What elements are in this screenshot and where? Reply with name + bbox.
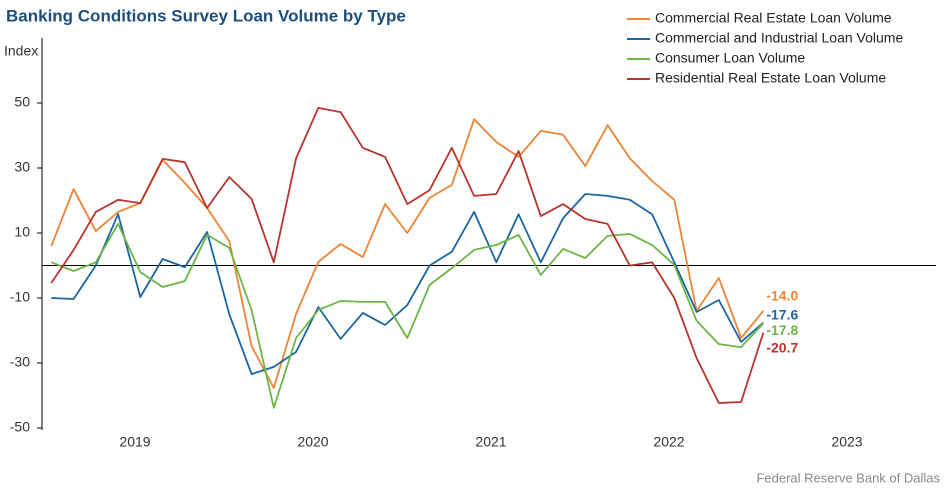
y-tick-label: -10 <box>10 289 30 305</box>
x-tick-label: 2023 <box>831 434 862 450</box>
value-label: -17.8 <box>766 322 798 338</box>
x-tick-label: 2022 <box>653 434 684 450</box>
y-axis-label: Index <box>4 43 38 59</box>
y-tick-label: 10 <box>14 224 30 240</box>
value-label: -20.7 <box>766 339 798 355</box>
chart-title: Banking Conditions Survey Loan Volume by… <box>6 6 406 25</box>
series-line <box>51 193 764 375</box>
y-tick-label: 50 <box>14 94 30 110</box>
y-tick-label: -50 <box>10 419 30 435</box>
series-line <box>50 118 764 389</box>
x-tick-label: 2019 <box>119 434 150 450</box>
x-tick-label: 2020 <box>297 434 328 450</box>
value-label: -17.6 <box>766 306 798 322</box>
legend-label: Consumer Loan Volume <box>655 50 805 66</box>
value-label: -14.0 <box>766 288 798 304</box>
series-line <box>50 223 764 409</box>
y-tick-label: 30 <box>14 159 30 175</box>
y-tick-label: -30 <box>10 354 30 370</box>
x-tick-label: 2021 <box>475 434 506 450</box>
source: Federal Reserve Bank of Dallas <box>756 470 940 485</box>
legend-label: Commercial and Industrial Loan Volume <box>655 30 903 46</box>
series-line <box>50 107 765 404</box>
legend-label: Commercial Real Estate Loan Volume <box>655 10 892 26</box>
legend-label: Residential Real Estate Loan Volume <box>655 70 886 86</box>
